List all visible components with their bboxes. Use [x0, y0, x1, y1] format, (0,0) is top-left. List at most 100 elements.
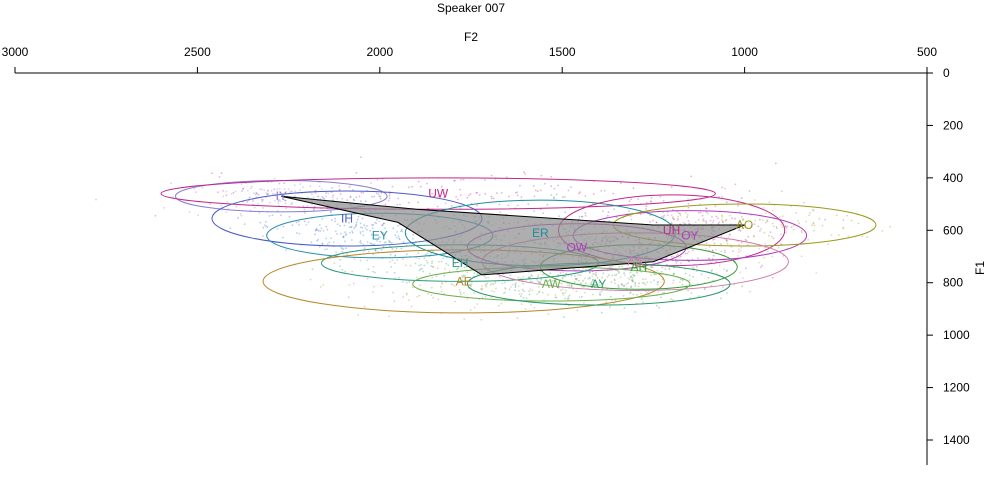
token-point [531, 289, 534, 292]
token-point [738, 251, 740, 253]
token-point [252, 200, 254, 203]
token-point [666, 214, 669, 217]
token-point [363, 247, 366, 250]
token-point [595, 274, 597, 277]
token-point [476, 303, 478, 305]
token-point [606, 275, 609, 278]
token-point [373, 285, 375, 288]
token-point [557, 273, 560, 276]
token-point [772, 237, 775, 240]
token-point [544, 279, 547, 282]
token-point [359, 156, 362, 159]
token-point [582, 286, 585, 288]
token-point [318, 245, 321, 248]
token-point [394, 234, 397, 237]
token-point [636, 271, 639, 274]
token-point [267, 193, 269, 195]
token-point [342, 236, 345, 239]
token-point [554, 294, 557, 296]
token-point [672, 272, 675, 275]
token-point [407, 201, 410, 204]
token-point [240, 214, 243, 217]
token-point [765, 221, 767, 224]
token-point [225, 194, 228, 197]
token-point [725, 201, 728, 204]
token-point [590, 284, 592, 286]
token-point [418, 269, 421, 272]
token-point [504, 281, 506, 284]
token-point [630, 286, 632, 289]
token-point [601, 288, 604, 290]
token-point [462, 178, 465, 181]
token-point [701, 214, 704, 217]
token-point [299, 183, 302, 185]
token-point [240, 183, 243, 185]
token-point [372, 224, 375, 226]
token-point [584, 212, 587, 215]
token-point [284, 191, 287, 194]
token-point [758, 261, 760, 264]
token-point [417, 201, 419, 204]
token-point [690, 292, 693, 295]
token-point [707, 276, 710, 279]
token-point [266, 226, 269, 228]
token-point [718, 264, 721, 267]
token-point [459, 291, 462, 294]
token-point [752, 235, 755, 237]
token-point [462, 274, 465, 277]
token-point [273, 177, 276, 180]
token-point [721, 186, 723, 189]
token-point [307, 221, 310, 224]
token-point [310, 193, 313, 196]
token-point [485, 286, 488, 288]
token-point [738, 219, 741, 222]
token-point [279, 200, 282, 203]
vowel-label-uw: UW [428, 187, 449, 201]
token-point [509, 274, 512, 277]
token-point [711, 249, 714, 252]
token-point [721, 216, 723, 218]
token-point [715, 215, 718, 218]
token-point [323, 198, 326, 200]
token-point [262, 226, 265, 229]
token-point [649, 200, 652, 202]
token-point [726, 240, 728, 243]
token-point [718, 221, 721, 224]
token-point [759, 229, 761, 232]
token-point [394, 277, 396, 280]
token-point [529, 276, 532, 279]
token-point [514, 289, 516, 292]
token-point [401, 228, 403, 231]
token-point [349, 196, 352, 199]
token-point [705, 222, 708, 224]
token-point [278, 188, 281, 190]
token-point [784, 225, 787, 228]
token-point [374, 221, 376, 224]
token-point [711, 257, 714, 260]
token-point [332, 241, 335, 244]
y-tick-label: 1400 [943, 433, 970, 447]
token-point [514, 284, 517, 287]
token-point [291, 202, 294, 204]
token-point [421, 267, 423, 270]
token-point [339, 224, 341, 227]
token-point [659, 195, 662, 198]
token-point [638, 282, 640, 285]
token-point [687, 206, 690, 209]
token-point [339, 232, 342, 235]
token-point [738, 243, 741, 246]
token-point [443, 292, 446, 295]
token-point [437, 298, 440, 301]
token-point [299, 189, 302, 192]
token-point [780, 233, 782, 236]
token-point [618, 265, 620, 268]
token-point [492, 283, 495, 286]
token-point [330, 219, 333, 222]
token-point [766, 220, 769, 223]
token-point [498, 203, 501, 206]
token-point [568, 294, 571, 297]
token-point [480, 318, 483, 321]
token-point [742, 277, 744, 279]
token-point [563, 316, 565, 319]
token-point [414, 262, 417, 265]
